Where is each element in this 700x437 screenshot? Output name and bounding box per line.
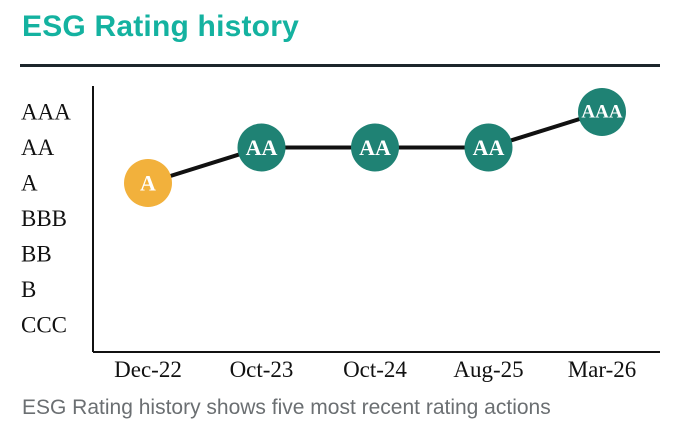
x-axis-label: Mar-26	[568, 357, 637, 382]
y-axis-label: BBB	[21, 206, 67, 231]
y-axis-label: AA	[21, 135, 55, 160]
y-axis-label: BB	[21, 242, 52, 267]
x-axis-label: Oct-23	[230, 357, 294, 382]
rating-point-label: AA	[246, 135, 278, 160]
rating-point-label: AA	[359, 135, 391, 160]
rating-point	[578, 88, 626, 136]
title-divider	[20, 64, 660, 67]
rating-point	[464, 123, 513, 172]
x-axis-label: Oct-24	[343, 357, 407, 382]
page-title: ESG Rating history	[22, 10, 299, 43]
rating-point-label: A	[140, 171, 156, 196]
rating-point-label: AAA	[581, 102, 622, 123]
y-axis-label: CCC	[21, 313, 67, 338]
rating-point	[237, 123, 286, 172]
y-axis-label: A	[21, 171, 38, 196]
x-axis-label: Dec-22	[114, 357, 182, 382]
esg-rating-chart: AAA AA A BBB BB B CCC Dec-22 Oct-23 Oct-24 Aug-25 M…	[0, 75, 700, 390]
x-axis-label: Aug-25	[453, 357, 523, 382]
rating-point	[351, 123, 399, 172]
chart-caption: ESG Rating history shows five most recen…	[22, 396, 551, 419]
y-axis-label: AAA	[21, 100, 71, 125]
y-axis-label: B	[21, 277, 36, 302]
rating-point-label: AA	[473, 135, 505, 160]
rating-point	[124, 159, 172, 207]
